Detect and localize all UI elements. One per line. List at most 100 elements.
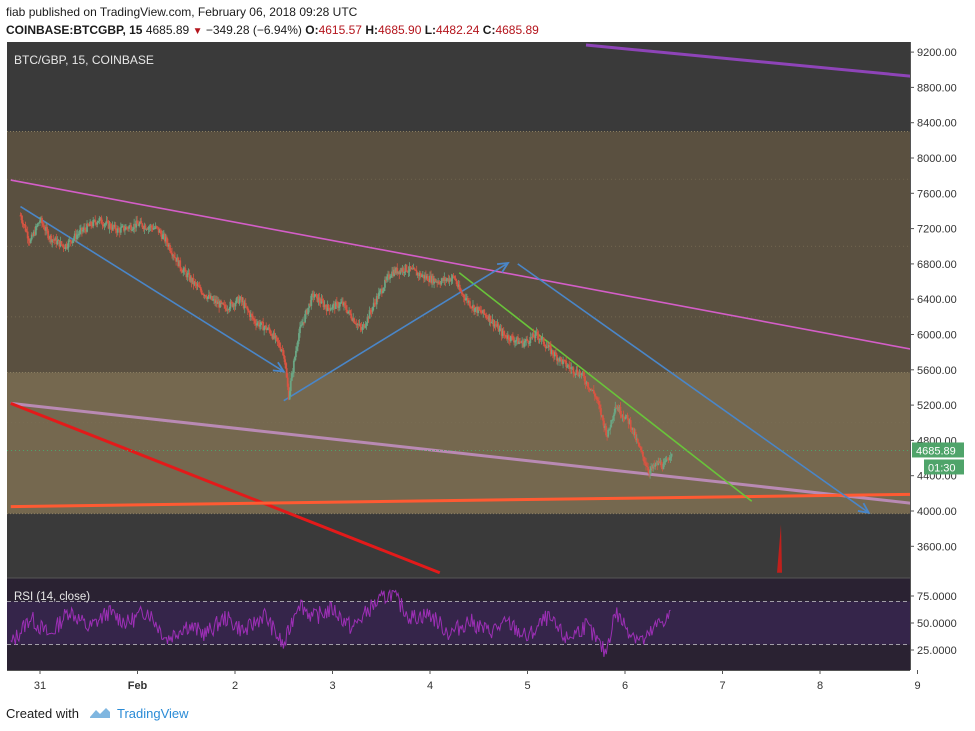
candle-body	[37, 223, 39, 227]
rsi-pane[interactable]: RSI (14, close)	[7, 577, 910, 670]
candle-body	[623, 417, 626, 420]
price-pane[interactable]: BTC/GBP, 15, COINBASE	[7, 42, 918, 578]
candle-body	[571, 367, 574, 369]
candle-body	[631, 427, 634, 430]
candle-body	[513, 339, 515, 343]
candle-body	[40, 217, 42, 221]
candle-body	[152, 228, 155, 230]
candle-body	[224, 304, 227, 309]
candle-body	[417, 273, 420, 277]
axes: 9200.00 8800.00 8400.00 8000.00 7600.00 7200.…	[0, 42, 975, 700]
candle-body	[442, 278, 445, 281]
candle-body	[445, 279, 448, 281]
candle-body	[665, 458, 668, 462]
candle-body	[491, 319, 494, 323]
candle-body	[669, 456, 672, 458]
candle-body	[270, 333, 273, 336]
candle-body	[655, 462, 658, 465]
candle-body	[556, 354, 558, 361]
last-price-badge: 4685.89 01:30	[912, 442, 964, 475]
candle-body	[572, 367, 575, 374]
open-label: O:	[305, 23, 319, 37]
candle-body	[522, 340, 525, 347]
time-tick-label: 8	[817, 680, 823, 692]
candle-body	[240, 296, 243, 302]
candle-body	[449, 278, 452, 282]
candle-body	[315, 294, 318, 296]
candle-body	[391, 271, 394, 276]
high-label: H:	[365, 23, 378, 37]
candle-body	[394, 269, 397, 274]
candle-body	[201, 293, 204, 295]
candle-body	[492, 319, 495, 327]
candle-body	[505, 337, 508, 339]
candle-body	[422, 274, 425, 279]
candle-body	[116, 228, 119, 233]
candle-body	[335, 301, 338, 303]
chart-title: BTC/GBP, 15, COINBASE	[14, 53, 154, 67]
candle-body	[27, 238, 30, 241]
candle-body	[357, 323, 360, 325]
candle-body	[221, 302, 224, 304]
candle-body	[323, 304, 326, 308]
candle-body	[289, 380, 292, 392]
candle-body	[114, 224, 117, 231]
candle-body	[376, 296, 379, 299]
trend-line-7	[10, 401, 441, 575]
candle-body	[247, 310, 250, 313]
candle-body	[444, 277, 447, 281]
candle-body	[412, 268, 415, 270]
candle-body	[132, 228, 135, 230]
candle-body	[227, 309, 230, 311]
candle-body	[112, 225, 115, 228]
candle-body	[287, 386, 290, 400]
trend-line-8	[585, 43, 910, 78]
candle-body	[336, 302, 339, 308]
candle-body	[588, 388, 591, 390]
candle-body	[281, 350, 284, 352]
candle-body	[473, 305, 475, 312]
author-name[interactable]: fiab	[6, 5, 26, 19]
candle-body	[648, 470, 650, 474]
candle-body	[63, 247, 66, 250]
candle-body	[439, 283, 442, 285]
candle-body	[226, 309, 229, 311]
time-tick-label: 7	[719, 680, 725, 692]
candle-body	[399, 269, 402, 274]
publish-line: fiab published on TradingView.com, Febru…	[6, 5, 357, 19]
candle-body	[543, 344, 546, 347]
candle-body	[657, 460, 660, 465]
candle-body	[608, 429, 611, 431]
candle-body	[638, 446, 641, 448]
candle-body	[607, 429, 610, 437]
candle-body	[356, 323, 359, 326]
candle-body	[637, 442, 640, 447]
candle-body	[160, 233, 163, 239]
candle-body	[211, 296, 213, 301]
candle-body	[626, 414, 629, 419]
chart-area[interactable]: BTC/GBP, 15, COINBASE RSI (14, close) 92…	[0, 42, 975, 700]
candle-body	[41, 217, 43, 224]
candle-body	[319, 301, 322, 304]
candle-body	[193, 282, 196, 285]
candle-body	[126, 226, 128, 228]
candle-body	[271, 335, 274, 339]
candle-body	[497, 324, 500, 332]
low-label: L:	[424, 23, 437, 37]
candle-body	[435, 281, 438, 283]
candle-body	[601, 415, 603, 417]
candle-body	[256, 323, 258, 326]
candle-body	[443, 277, 446, 281]
candle-body	[525, 338, 528, 342]
time-tick-label: 31	[34, 680, 46, 692]
price-tick-label: 6400.00	[917, 294, 957, 306]
candle-body	[487, 317, 490, 321]
candle-body	[384, 279, 386, 288]
candle-body	[477, 307, 480, 313]
candle-body	[428, 281, 430, 283]
candle-body	[340, 302, 342, 304]
candle-body	[218, 302, 221, 308]
tradingview-brand-link[interactable]: TradingView	[117, 706, 189, 721]
candle-body	[172, 255, 174, 257]
price-tick-label: 6000.00	[917, 330, 957, 342]
